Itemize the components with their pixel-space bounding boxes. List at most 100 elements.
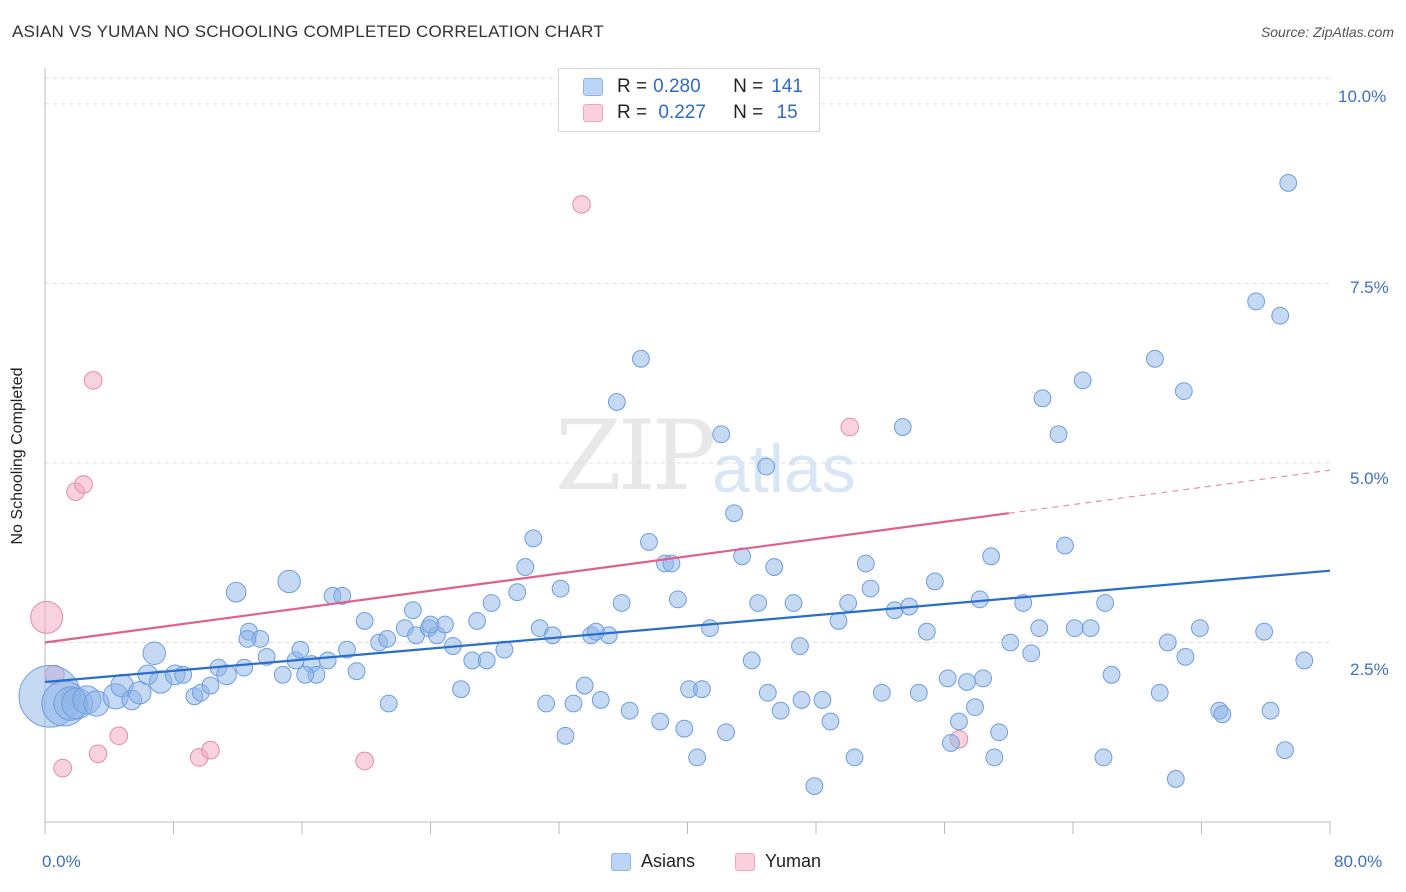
asian-point	[938, 669, 957, 688]
asian-points	[18, 173, 1314, 795]
yuman-trendline	[44, 512, 1009, 644]
asian-point	[688, 748, 707, 767]
yuman-points	[30, 195, 969, 778]
yuman-point	[83, 371, 103, 390]
asian-point	[805, 777, 824, 795]
asian-point	[347, 662, 366, 681]
asian-point	[765, 558, 784, 576]
asian-point	[974, 669, 992, 688]
asian-point	[296, 665, 315, 684]
y-tick-label-5-0: 5.0%	[1350, 469, 1389, 488]
asian-point	[257, 647, 276, 666]
bottom-legend-asians: Asians	[611, 851, 695, 872]
asian-point	[403, 601, 422, 620]
yuman-point	[109, 726, 129, 746]
asian-point	[564, 694, 583, 713]
asian-point	[1030, 619, 1049, 638]
asian-point	[477, 651, 496, 670]
yuman-point	[840, 417, 860, 437]
asian-point	[829, 612, 848, 630]
asian-point	[839, 594, 858, 612]
y-tick-label-10-0: 10.0%	[1338, 87, 1387, 106]
asian-point	[1001, 633, 1020, 652]
grid-lines	[45, 77, 1330, 643]
asian-point	[792, 691, 811, 709]
asian-point	[291, 640, 310, 659]
asian-point	[537, 694, 556, 713]
asian-point	[982, 547, 1000, 566]
y-axis-label-wrap: No Schooling Completed	[9, 368, 27, 545]
asian-point	[556, 726, 575, 745]
legend-r-label: R =	[617, 102, 648, 123]
yuman-swatch	[583, 104, 603, 122]
asian-point	[1056, 536, 1074, 555]
asian-point	[508, 583, 527, 602]
asian-point	[277, 569, 301, 594]
asian-point	[942, 734, 960, 752]
asian-point	[1174, 382, 1193, 401]
y-axis-label: No Schooling Completed	[9, 367, 26, 545]
yuman-point	[74, 475, 93, 494]
asian-point	[1295, 651, 1314, 670]
asian-point	[1065, 619, 1084, 638]
asian-point	[318, 651, 337, 670]
asian-point	[1213, 705, 1232, 724]
asian-point	[216, 664, 237, 686]
correlation-legend: R = 0.280 N = 141 R = 0.227 N = 15	[558, 68, 820, 132]
asian-point	[693, 680, 711, 699]
yuman-point	[201, 740, 220, 760]
asian-point	[717, 723, 735, 742]
asian-point	[524, 529, 543, 548]
y-tick-label-7-5: 7.5%	[1350, 278, 1389, 297]
asian-point	[482, 594, 501, 612]
yuman-legend-swatch	[735, 852, 755, 871]
asian-point	[1247, 292, 1266, 311]
asian-point	[821, 712, 840, 731]
asian-point	[1255, 622, 1274, 641]
asian-point	[813, 691, 832, 709]
asian-point	[452, 680, 470, 699]
asian-point	[749, 594, 768, 612]
asian-point	[1081, 619, 1100, 638]
asians-trendline	[44, 569, 1331, 684]
asian-point	[587, 622, 605, 641]
asian-point	[1190, 619, 1209, 638]
chart-title: ASIAN VS YUMAN NO SCHOOLING COMPLETED CO…	[12, 22, 604, 41]
asians-legend-swatch	[611, 852, 631, 871]
asian-point	[1073, 371, 1092, 390]
asian-point	[861, 579, 880, 598]
asian-point	[1094, 748, 1113, 767]
asian-point	[142, 641, 166, 665]
x-tick-label-min: 0.0%	[42, 852, 81, 871]
asian-point	[958, 673, 976, 691]
asian-point	[378, 629, 397, 648]
watermark-zip: ZIP	[555, 400, 716, 512]
asian-point	[791, 637, 809, 655]
yuman-point	[572, 195, 591, 214]
asian-point	[1276, 741, 1294, 760]
asian-point	[668, 590, 687, 609]
asian-point	[607, 393, 626, 411]
asian-point	[225, 581, 247, 603]
asian-point	[990, 723, 1009, 742]
legend-r-label: R =	[617, 76, 648, 97]
chart-source: Source: ZipAtlas.com	[1260, 24, 1394, 40]
asian-point	[742, 651, 761, 670]
asian-point	[640, 533, 658, 551]
asian-point	[273, 665, 292, 684]
legend-n-label: N =	[733, 102, 764, 123]
asian-point	[925, 572, 944, 591]
asian-point	[238, 629, 257, 648]
asian-point	[845, 748, 864, 767]
asian-point	[1279, 173, 1298, 192]
asian-point	[575, 676, 594, 695]
asian-point	[950, 712, 968, 731]
asian-point	[1271, 306, 1290, 325]
asian-point	[612, 594, 631, 612]
asian-point	[917, 622, 936, 641]
asian-point	[1049, 425, 1068, 444]
asian-point	[856, 554, 875, 573]
asian-point	[333, 586, 352, 605]
asian-point	[651, 712, 670, 731]
asian-point	[591, 691, 610, 709]
